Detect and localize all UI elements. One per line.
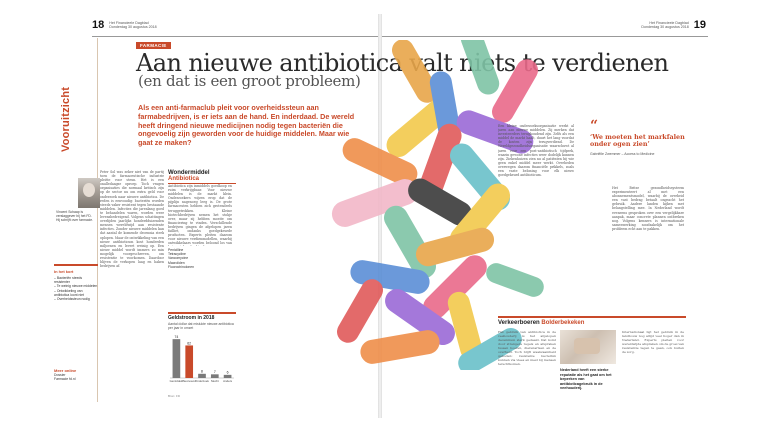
chart-data-label: 74: [175, 335, 179, 339]
top-rule-right: [382, 36, 708, 37]
sidebar-article-col2: Internationaal ligt het gebruik in de la…: [622, 330, 684, 354]
chart-category-label: Anders: [223, 379, 232, 383]
top-rule-left: [92, 36, 378, 37]
sidebar-summary-box: In het kort – Bacteriën steeds resistent…: [54, 264, 98, 354]
infobox-list-item: Tetracycline: [168, 252, 186, 257]
sidebar-article-photo: [560, 330, 616, 364]
sidebar-foot-heading: Meer online: [54, 368, 77, 373]
chart-bar: [223, 374, 232, 378]
sidebar-box-line: – Overheidssteun nodig: [54, 297, 90, 302]
chart-bar: [185, 345, 194, 378]
sidebar-box-line: – Ontwikkeling van antibiotica loont nie…: [54, 288, 84, 297]
chart-data-label: 6: [227, 370, 229, 374]
sidebar-article: Verkeerboeren Bolderbekeken Het gebruik …: [498, 316, 686, 404]
infobox-title: Wondermiddel Antibiotica: [168, 170, 236, 184]
article-body-col1: Peter Sol was zeker niet van de partij t…: [100, 170, 164, 269]
right-body-col2: Het Britse gezondheidssysteem experiment…: [612, 186, 684, 231]
chart-bar: [210, 374, 219, 378]
chart-data-label: 8: [201, 369, 203, 373]
pull-quote-text: ‘We moeten het markfalen onder ogen zien…: [590, 133, 685, 149]
paper-name-right: Het Financieele Dagblad: [649, 20, 689, 25]
folio-left: 18 Het Financieele Dagblad Donderdag 30 …: [92, 14, 157, 36]
pull-quote: “ ‘We moeten het markfalen onder ogen zi…: [590, 118, 686, 180]
sidebar-article-col1: Het gebruik van antibiotica in de veehou…: [498, 330, 556, 366]
page-gutter: [378, 14, 382, 418]
folio-paper-left: Het Financieele Dagblad Donderdag 30 aug…: [109, 21, 156, 30]
infobox-title-accent: Antibiotica: [168, 176, 199, 182]
left-page: [52, 14, 378, 418]
sidebar-article-title: Verkeerboeren Bolderbekeken: [498, 320, 686, 326]
sidebar-box-heading: In het kort: [54, 269, 74, 274]
infobox-list-item: Penicilline: [168, 248, 184, 252]
chart-title: Geldstroom in 2018: [168, 315, 215, 321]
quote-mark-icon: “: [590, 118, 599, 134]
section-vertical-label: Vooruitzicht: [60, 86, 72, 152]
infobox-antibiotica: Wondermiddel Antibiotica: [168, 170, 236, 198]
section-tag: FARMACIE: [136, 42, 171, 49]
sidebar-box-line: – Bacteriën steeds resistenter: [54, 276, 83, 285]
sidebar-box-line: – Te weinig nieuwe middelen: [54, 284, 98, 289]
infobox-list-item: Macroliden: [168, 260, 185, 265]
subheadline: (en dat is een groot probleem): [138, 72, 361, 90]
sidebar-article-title-accent: Bolderbekeken: [541, 320, 585, 326]
intro-paragraph: Als een anti-farmaclub pleit voor overhe…: [138, 103, 355, 148]
left-sidebar: Vooruitzicht Vincent Schaap is verslagge…: [52, 38, 100, 402]
chart-plot: 74 Gemiddeld 62 Succesvol 8 Onderzoek 7 Slecht 6…: [170, 335, 234, 383]
author-photo: [78, 178, 100, 208]
chart-category-label: Slecht: [211, 379, 219, 383]
paper-date-left: Donderdag 30 augustus 2018: [109, 25, 157, 29]
chart-bar: [198, 373, 206, 378]
chart-source: Bron: FD: [168, 393, 181, 398]
pull-quote-attribution: Gabriëlle Zwemmer – Access to Medicine: [590, 151, 655, 156]
sidebar-article-lead: Nederland heeft een sterke reputatie als…: [560, 368, 612, 391]
capsules-illustration: [331, 40, 544, 370]
infobox-list: Penicilline Tetracycline Vancomycine Mac…: [168, 248, 232, 269]
infobox-title-main: Wondermiddel: [168, 170, 210, 176]
folio-paper-right: Het Financieele Dagblad Donderdag 30 aug…: [641, 21, 688, 30]
chart-subtitle: Aantal dollar dat mislukte nieuwe antibi…: [168, 321, 234, 330]
chart-bar: [172, 338, 181, 378]
article-body-col2: Antibiotica zijn inmiddels goedkoop en r…: [168, 184, 232, 246]
paper-date-right: Donderdag 30 augustus 2018: [641, 25, 689, 29]
folio-right: Het Financieele Dagblad Donderdag 30 aug…: [641, 14, 706, 36]
infobox-list-item: Vancomycine: [168, 256, 189, 261]
page-number-right: 19: [693, 19, 706, 31]
page-number-left: 18: [92, 19, 105, 31]
right-body-col: Een kleine onderzoeksorganisatie werkt a…: [498, 124, 574, 178]
paper-name-left: Het Financieele Dagblad: [109, 20, 149, 25]
infobox-list-item: Fluorochinolonen: [168, 264, 195, 269]
sidebar-article-title-main: Verkeerboeren: [498, 320, 540, 326]
chart-data-label: 7: [214, 370, 216, 374]
bar-chart: Geldstroom in 2018 Aantal dollar dat mis…: [168, 312, 236, 404]
sidebar-more-online: Meer online Dossier Farmacie fd.nl: [54, 368, 98, 381]
chart-category-label: Gemiddeld: [170, 379, 184, 383]
sidebar-foot-line: Farmacie fd.nl: [54, 377, 76, 382]
sidebar-foot-line: Dossier: [54, 373, 66, 377]
chart-category-label: Onderzoek: [195, 379, 209, 383]
chart-category-label: Succesvol: [183, 379, 196, 383]
author-bio: Vincent Schaap is verslaggever bij het F…: [56, 210, 94, 223]
chart-data-label: 62: [187, 341, 191, 345]
